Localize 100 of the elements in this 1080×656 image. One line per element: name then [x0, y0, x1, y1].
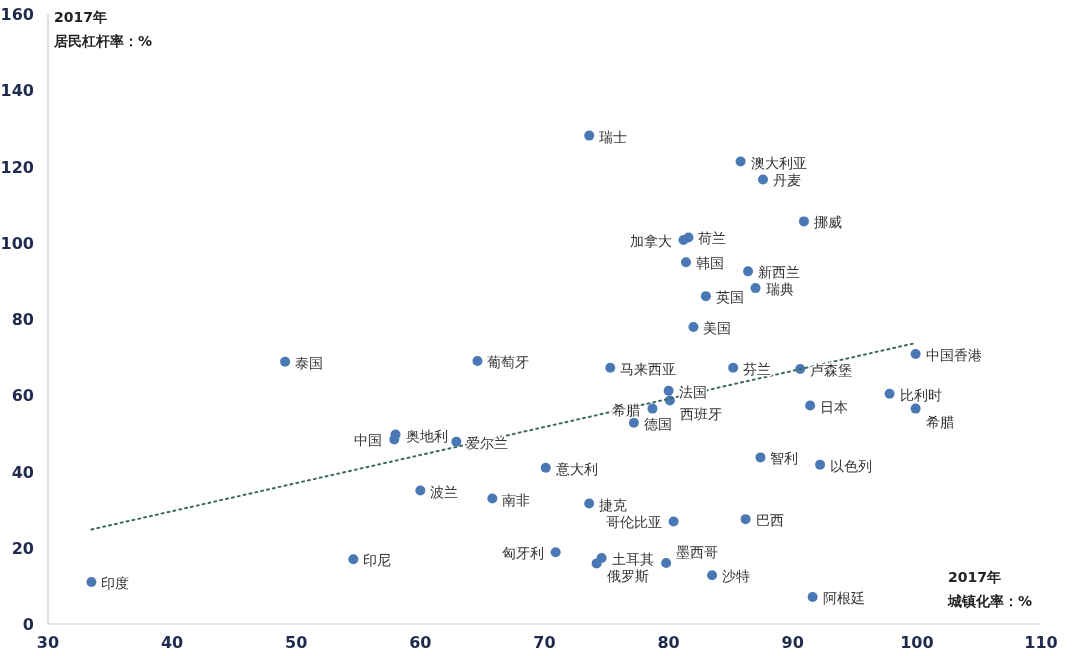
point — [740, 514, 751, 525]
annotation: 2017年 — [948, 569, 1001, 585]
point — [550, 547, 561, 558]
annotation: 以色列 — [830, 457, 873, 474]
point — [750, 283, 761, 294]
point — [807, 591, 818, 602]
y-tick-label: 80 — [11, 310, 34, 329]
y-tick-label: 40 — [11, 462, 34, 482]
point — [755, 452, 766, 463]
point — [647, 403, 658, 414]
annotation: 南非 — [502, 491, 531, 508]
x-tick-label: 70 — [533, 633, 556, 652]
annotation: 瑞士 — [599, 128, 628, 145]
annotation: 挪威 — [813, 214, 842, 231]
x-tick-label: 80 — [657, 633, 680, 652]
annotation: 比利时 — [899, 386, 942, 403]
y-tick-label: 100 — [0, 233, 34, 253]
point — [487, 493, 498, 504]
y-tick-label: 120 — [0, 157, 34, 177]
annotation: 英国 — [715, 289, 744, 306]
point — [280, 356, 291, 367]
x-tick-label: 110 — [1024, 633, 1058, 652]
annotation: 马来西亚 — [620, 360, 677, 377]
x-tick-label: 30 — [36, 633, 60, 652]
point — [700, 291, 711, 302]
y-axis-title: 居民杠杆率：% — [53, 33, 153, 49]
point — [681, 257, 691, 268]
annotation: 智利 — [770, 450, 799, 467]
point — [661, 558, 672, 568]
annotation: 葡萄牙 — [487, 353, 530, 370]
annotation: 匈牙利 — [501, 545, 544, 562]
annotation: 澳大利亚 — [750, 154, 807, 171]
x-tick-label: 90 — [781, 633, 804, 652]
annotation: 奥地利 — [405, 427, 448, 444]
annotation: 波兰 — [430, 483, 459, 500]
point — [805, 400, 816, 411]
annotation: 日本 — [820, 398, 849, 415]
point — [86, 577, 97, 588]
point — [798, 216, 809, 227]
point — [472, 355, 483, 366]
point — [678, 235, 689, 246]
point — [348, 554, 359, 565]
point — [540, 462, 551, 473]
point — [735, 156, 746, 167]
annotation: 中国香港 — [925, 347, 982, 364]
annotation: 希腊 — [925, 413, 954, 430]
point — [415, 485, 426, 496]
annotation: 卢森堡 — [810, 361, 853, 378]
annotation: 德国 — [643, 415, 672, 432]
y-tick-label: 160 — [0, 5, 34, 24]
annotation: 芬兰 — [743, 360, 772, 377]
point — [591, 558, 602, 569]
annotation: 捷克 — [599, 496, 628, 513]
point — [605, 362, 616, 373]
annotation: 韩国 — [696, 255, 724, 272]
annotation: 丹麦 — [772, 172, 801, 189]
annotation: 美国 — [703, 320, 732, 337]
annotation: 西班牙 — [679, 405, 722, 422]
point — [884, 388, 895, 399]
point — [910, 349, 921, 360]
x-tick-label: 60 — [409, 633, 432, 652]
annotation: 法国 — [678, 383, 707, 400]
point — [663, 385, 674, 396]
x-axis-title: 城镇化率：% — [947, 593, 1033, 609]
annotation: 巴西 — [755, 512, 784, 529]
annotation: 印尼 — [363, 552, 392, 569]
y-tick-label: 20 — [11, 538, 34, 558]
annotation: 加拿大 — [629, 233, 672, 250]
annotation: 沙特 — [722, 568, 751, 585]
annotation: 印度 — [101, 575, 130, 592]
annotation: 意大利 — [554, 460, 598, 477]
x-tick-label: 50 — [285, 633, 308, 652]
annotation: 中国 — [354, 432, 383, 449]
annotation: 新西兰 — [758, 264, 801, 281]
point — [757, 174, 768, 185]
x-tick-label: 100 — [900, 633, 934, 652]
point — [628, 417, 639, 428]
annotation: 墨西哥 — [676, 544, 719, 560]
point — [728, 362, 739, 373]
annotation: 瑞典 — [765, 281, 794, 298]
point — [584, 130, 595, 141]
point — [743, 266, 754, 277]
annotation: 阿根廷 — [822, 589, 865, 606]
point — [668, 516, 679, 527]
point — [584, 498, 595, 509]
point — [815, 459, 826, 470]
point — [910, 403, 921, 414]
annotation: 俄罗斯 — [606, 568, 649, 585]
annotation: 哥伦比亚 — [605, 514, 662, 531]
annotation: 荷兰 — [698, 230, 727, 247]
annotation: 土耳其 — [611, 551, 654, 568]
y-tick-label: 0 — [22, 615, 34, 634]
y-tick-label: 140 — [0, 81, 34, 101]
y-tick-label: 60 — [11, 386, 34, 406]
x-tick-label: 40 — [160, 633, 184, 652]
point — [451, 436, 462, 447]
point — [707, 570, 718, 581]
point — [688, 322, 699, 333]
annotation: 泰国 — [295, 354, 324, 371]
annotation: 2017年 — [54, 9, 107, 25]
